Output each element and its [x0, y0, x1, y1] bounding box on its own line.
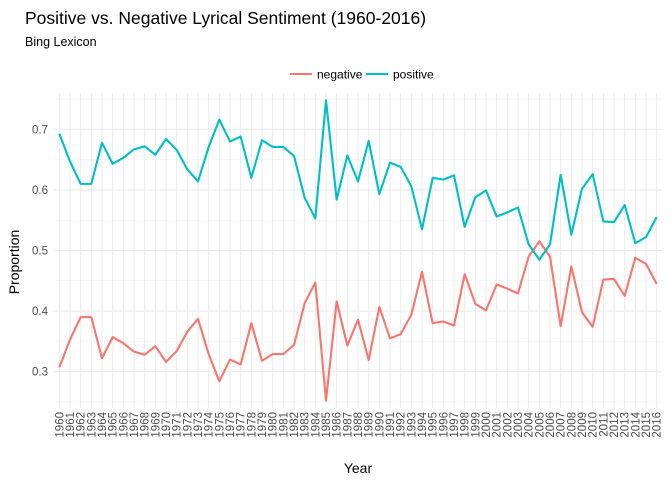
x-tick-label: 2011	[598, 412, 610, 437]
x-tick-label: 1990	[374, 412, 386, 438]
x-tick-label: 2009	[577, 412, 589, 438]
x-tick-label: 2004	[524, 411, 536, 437]
x-axis-ticks: 1960196119621963196419651966196719681969…	[54, 411, 663, 437]
x-tick-label: 1989	[364, 412, 376, 438]
x-tick-label: 1986	[332, 412, 344, 438]
x-tick-label: 2001	[492, 412, 504, 438]
x-tick-label: 1991	[385, 412, 397, 438]
x-tick-label: 1972	[182, 412, 194, 438]
y-tick-label: 0.5	[32, 246, 48, 258]
y-tick-label: 0.4	[32, 306, 49, 318]
x-tick-label: 1975	[214, 412, 226, 438]
x-tick-label: 1982	[289, 412, 301, 438]
x-tick-label: 1962	[76, 412, 88, 438]
x-tick-label: 1985	[321, 412, 333, 438]
y-tick-label: 0.6	[32, 185, 48, 197]
x-tick-label: 2016	[652, 412, 664, 438]
x-tick-label: 1980	[268, 412, 280, 438]
x-tick-label: 1977	[236, 412, 248, 438]
series-line-negative	[58, 240, 658, 402]
x-tick-label: 1976	[225, 412, 237, 438]
x-tick-label: 1970	[161, 412, 173, 438]
x-tick-label: 2005	[534, 412, 546, 438]
plot-lines	[58, 99, 658, 402]
x-tick-label: 1999	[470, 412, 482, 438]
y-axis-ticks: 0.3 0.4 0.5 0.6 0.7	[32, 124, 49, 378]
x-tick-label: 1963	[86, 412, 98, 438]
legend: negative positive	[290, 68, 434, 82]
x-tick-label: 1966	[118, 412, 130, 438]
x-tick-label: 1995	[428, 412, 440, 438]
chart-subtitle: Bing Lexicon	[25, 35, 97, 49]
x-tick-label: 1998	[460, 412, 472, 438]
x-tick-label: 1981	[278, 412, 290, 438]
x-tick-label: 1988	[353, 412, 365, 438]
chart-title: Positive vs. Negative Lyrical Sentiment …	[25, 8, 426, 28]
x-tick-label: 1964	[97, 411, 109, 437]
x-axis-title: Year	[344, 460, 373, 476]
x-tick-label: 2008	[566, 412, 578, 438]
x-tick-label: 1996	[438, 412, 450, 438]
x-tick-label: 1968	[140, 412, 152, 438]
x-tick-label: 1973	[193, 412, 205, 438]
x-tick-label: 2003	[513, 412, 525, 438]
x-tick-label: 2014	[630, 411, 642, 437]
y-axis-title: Proportion	[6, 230, 22, 295]
x-tick-label: 1979	[257, 412, 269, 438]
x-tick-label: 1967	[129, 412, 141, 438]
x-tick-label: 1978	[246, 412, 258, 438]
x-tick-label: 1965	[108, 412, 120, 438]
x-tick-label: 1987	[342, 412, 354, 438]
x-tick-label: 1960	[54, 412, 66, 438]
x-tick-label: 2000	[481, 412, 493, 438]
gridlines	[54, 93, 662, 408]
legend-label-negative: negative	[317, 68, 363, 82]
x-tick-label: 2007	[556, 412, 568, 438]
x-tick-label: 1974	[204, 411, 216, 437]
x-tick-label: 1961	[65, 412, 77, 438]
x-tick-label: 2012	[609, 412, 621, 438]
x-tick-label: 1983	[300, 412, 312, 438]
x-tick-label: 2006	[545, 412, 557, 438]
y-tick-label: 0.7	[32, 124, 48, 136]
x-tick-label: 2013	[620, 412, 632, 438]
x-tick-label: 1997	[449, 412, 461, 438]
x-tick-label: 1993	[406, 412, 418, 438]
x-tick-label: 1984	[310, 411, 322, 437]
x-tick-label: 1992	[396, 412, 408, 438]
y-tick-label: 0.3	[32, 367, 48, 379]
legend-label-positive: positive	[393, 68, 434, 82]
x-tick-label: 1971	[172, 412, 184, 438]
x-tick-label: 1994	[417, 411, 429, 437]
x-tick-label: 2010	[588, 412, 600, 438]
series-line-positive	[58, 99, 658, 261]
x-tick-label: 2015	[641, 412, 653, 438]
x-tick-label: 1969	[150, 412, 162, 438]
x-tick-label: 2002	[502, 412, 514, 438]
